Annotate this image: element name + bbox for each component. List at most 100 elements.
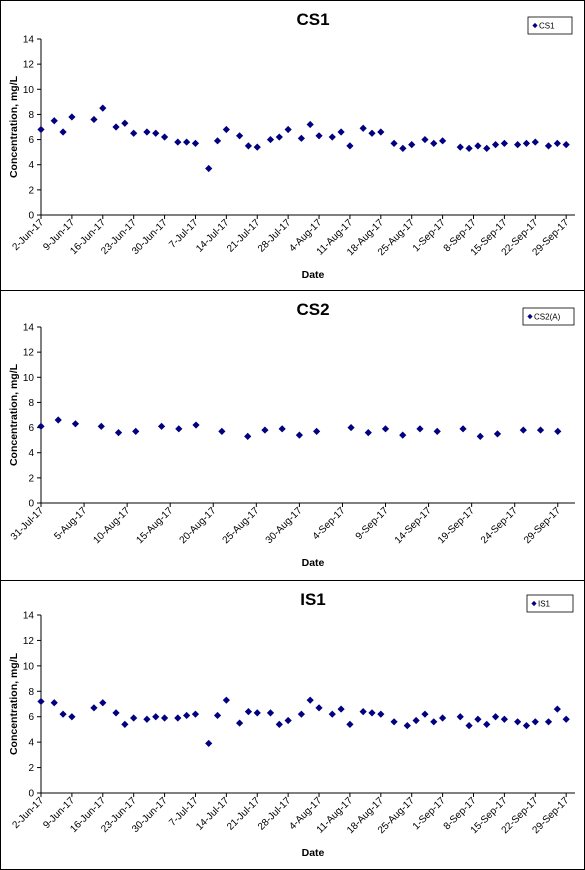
y-tick-label: 6 — [28, 712, 34, 723]
chart-panel-cs1: CS1 0 2 4 6 8 10 12 14 2-Jun-17 9-Jun-17 16-Jun-17 2… — [0, 0, 585, 291]
data-point — [297, 134, 305, 142]
data-point — [205, 739, 213, 748]
data-point — [114, 429, 123, 437]
data-point — [399, 431, 407, 439]
data-point — [459, 425, 467, 433]
data-point — [377, 710, 385, 718]
x-tick-label: 25-Aug-17 — [221, 505, 262, 546]
data-point — [493, 430, 502, 438]
legend-box — [522, 307, 575, 326]
data-point — [514, 141, 522, 149]
x-tick-label: 20-Aug-17 — [178, 505, 219, 546]
data-point — [306, 120, 314, 129]
data-point — [295, 431, 303, 439]
data-point — [491, 713, 500, 721]
x-tick-label: 31-Jul-17 — [9, 505, 47, 543]
data-point — [175, 425, 183, 433]
data-point — [519, 426, 527, 434]
data-point — [50, 117, 58, 125]
data-point — [408, 141, 416, 149]
chart-title: IS1 — [300, 590, 326, 609]
data-point — [275, 720, 283, 728]
data-point — [275, 133, 283, 141]
data-point — [522, 139, 531, 147]
legend-label: CS1 — [539, 22, 555, 31]
data-point — [244, 142, 253, 150]
data-point — [253, 709, 261, 717]
x-tick-label: 1-Sep-17 — [411, 795, 448, 832]
data-point — [130, 714, 138, 722]
data-point — [474, 715, 482, 723]
data-point — [174, 138, 182, 146]
data-point — [500, 715, 508, 723]
data-point — [346, 142, 354, 150]
y-tick-label: 0 — [28, 211, 34, 222]
data-point — [412, 716, 420, 725]
chart-title: CS2 — [296, 300, 329, 319]
data-point — [37, 125, 45, 134]
y-tick-label: 8 — [28, 110, 34, 121]
x-tick-label: 14-Sep-17 — [393, 505, 434, 546]
y-tick-label: 2 — [28, 763, 34, 774]
y-tick-label: 4 — [28, 160, 34, 171]
data-point — [368, 709, 376, 717]
y-tick-label: 2 — [28, 185, 34, 196]
legend-box — [527, 16, 573, 35]
data-point — [337, 128, 345, 136]
data-point — [112, 123, 120, 131]
x-tick-label: 30-Aug-17 — [264, 505, 305, 546]
data-point — [522, 722, 531, 730]
data-point — [191, 139, 200, 147]
data-point — [160, 133, 169, 141]
chart-cs2: CS2 0 2 4 6 8 10 12 14 31-Jul-17 5-Aug-17 10-Aug-17… — [8, 300, 575, 569]
data-point — [235, 719, 244, 727]
data-point — [235, 132, 244, 140]
data-point — [544, 718, 553, 726]
x-tick-label: 1-Sep-17 — [411, 217, 448, 254]
x-tick-label: 28-Jul-17 — [256, 795, 294, 833]
data-point — [59, 128, 67, 136]
y-tick-label: 14 — [23, 611, 35, 622]
data-point — [244, 708, 253, 716]
data-point — [359, 124, 367, 132]
data-point — [328, 133, 336, 141]
data-point — [536, 426, 545, 434]
data-point — [500, 139, 508, 147]
y-tick-label: 4 — [28, 448, 34, 459]
y-tick-label: 12 — [23, 60, 35, 71]
chart-title: CS1 — [296, 10, 329, 29]
data-point — [562, 715, 570, 723]
data-point — [68, 713, 76, 721]
data-point — [439, 137, 447, 145]
data-point — [465, 144, 473, 152]
y-tick-label: 12 — [23, 636, 35, 647]
data-point — [222, 696, 230, 704]
x-tick-label: 4-Sep-17 — [311, 505, 348, 542]
data-point — [416, 425, 424, 433]
data-point — [297, 710, 305, 718]
legend-label: CS2(A) — [534, 313, 561, 322]
data-point — [54, 416, 62, 424]
legend-box — [526, 594, 574, 613]
chart-is1: IS1024681012142-Jun-179-Jun-1716-Jun-172… — [8, 590, 575, 859]
data-point — [439, 714, 447, 722]
data-point — [364, 429, 372, 437]
data-point — [313, 427, 321, 435]
data-point — [474, 142, 482, 150]
data-point — [483, 144, 491, 152]
legend-marker — [532, 22, 538, 29]
data-point — [50, 699, 58, 707]
data-point — [491, 141, 500, 149]
y-axis-label: Concentration, mg/L — [8, 652, 20, 755]
data-point — [191, 710, 200, 718]
chart-cs1: CS1024681012142-Jun-179-Jun-1716-Jun-172… — [8, 10, 575, 281]
x-tick-label: 24-Sep-17 — [479, 505, 520, 546]
data-point — [531, 718, 539, 726]
data-point — [130, 129, 138, 137]
data-point — [97, 422, 105, 430]
data-point — [562, 141, 570, 149]
data-point — [261, 426, 269, 434]
data-point — [368, 129, 376, 137]
data-point — [213, 137, 222, 145]
data-point — [68, 113, 76, 121]
